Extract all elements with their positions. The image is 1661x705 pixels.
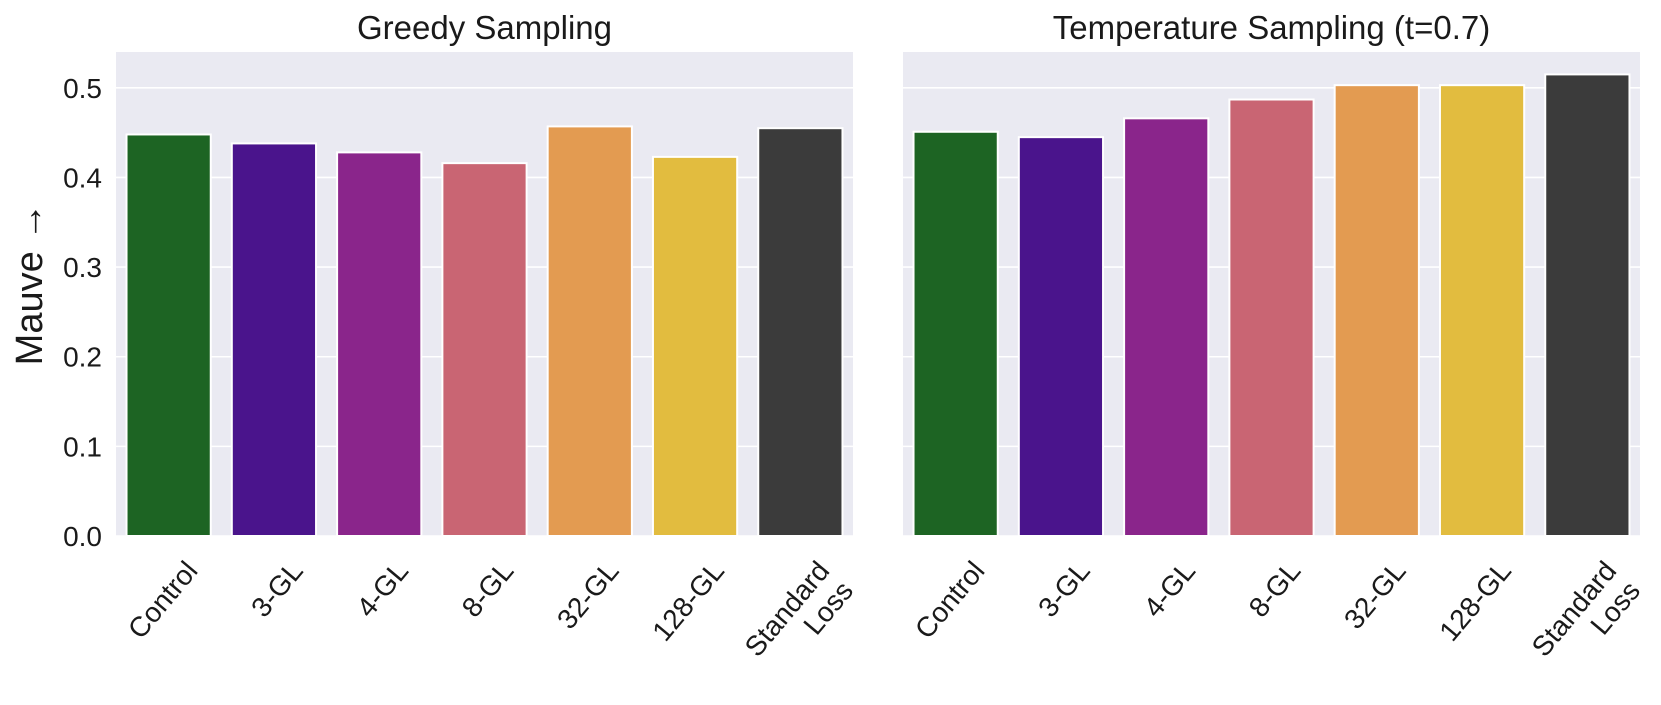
y-tick-label: 0.3: [63, 252, 102, 283]
x-tick-label: 128-GL: [646, 555, 730, 646]
chart-title: Temperature Sampling (t=0.7): [1053, 9, 1490, 46]
x-tick-label: Control: [909, 555, 991, 644]
x-tick-label: 4-GL: [1137, 555, 1201, 623]
y-tick-label: 0.1: [63, 431, 102, 462]
panel-2: Control 3-GL 4-GL 8-GL 32-GL 128-GL StandardLo…: [903, 9, 1647, 682]
bar-3-gl: [230, 142, 318, 538]
x-tick-label: 32-GL: [1338, 555, 1412, 635]
y-tick-label: 0.2: [63, 342, 102, 373]
y-tick-label: 0.4: [63, 162, 102, 193]
x-tick-label: Control: [122, 555, 204, 644]
chart-panels: 0.0 0.1 0.2 0.3 0.4 0.5 Control 3-GL 4-GL 8-GL 32-…: [9, 9, 1647, 682]
bar-4-gl: [336, 151, 423, 537]
x-tick-label: 3-GL: [245, 555, 309, 623]
x-tick-label: 32-GL: [551, 555, 625, 635]
bar-standard-loss: [1544, 73, 1631, 537]
bar-control: [125, 133, 212, 537]
x-tick-label: 128-GL: [1433, 555, 1517, 646]
bar-8-gl: [1228, 98, 1315, 538]
x-tick-label: 4-GL: [350, 555, 414, 623]
y-tick-label: 0.5: [63, 73, 102, 104]
bar-32-gl: [1333, 84, 1420, 537]
bar-4-gl: [1123, 117, 1210, 537]
x-tick-label: 8-GL: [1243, 555, 1307, 623]
bar-128-gl: [651, 155, 739, 537]
chart-title: Greedy Sampling: [357, 9, 612, 46]
bar-standard-loss: [757, 127, 844, 537]
bar-3-gl: [1017, 136, 1105, 537]
panel-1: 0.0 0.1 0.2 0.3 0.4 0.5 Control 3-GL 4-GL 8-GL 32-…: [9, 9, 860, 682]
x-tick-label: StandardLoss: [1526, 555, 1647, 682]
y-tick-label: 0.0: [63, 521, 102, 552]
x-tick-label: 8-GL: [456, 555, 520, 623]
y-axis-label: Mauve →: [9, 203, 51, 366]
bar-128-gl: [1438, 84, 1526, 537]
bar-8-gl: [441, 162, 528, 537]
x-tick-label: StandardLoss: [739, 555, 860, 682]
x-tick-label: 3-GL: [1032, 555, 1096, 623]
bar-control: [912, 130, 999, 538]
bar-32-gl: [546, 125, 633, 538]
